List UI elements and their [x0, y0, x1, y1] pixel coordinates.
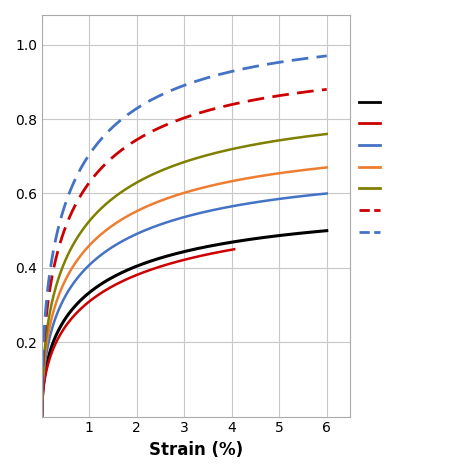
Legend: , , , , , , : , , , , , , — [354, 90, 390, 245]
X-axis label: Strain (%): Strain (%) — [149, 441, 243, 459]
